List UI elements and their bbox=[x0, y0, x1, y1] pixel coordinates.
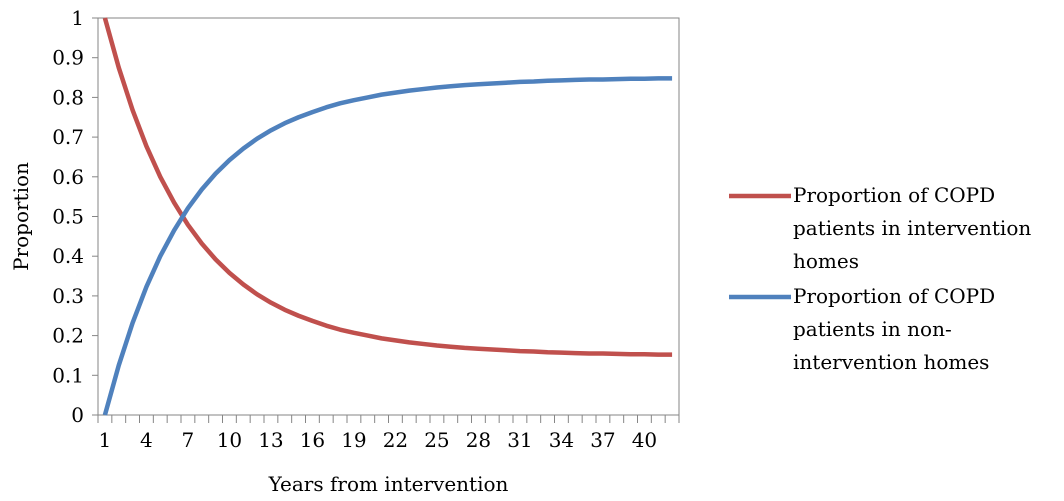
y-axis-title: Proportion bbox=[9, 162, 33, 271]
y-tick-label: 0.6 bbox=[52, 165, 84, 189]
x-tick-label: 10 bbox=[217, 428, 242, 452]
y-tick-label: 0.3 bbox=[52, 284, 84, 308]
x-tick-label: 37 bbox=[590, 428, 615, 452]
legend: Proportion of COPD patients in interventi… bbox=[729, 183, 1031, 374]
legend-label-2: intervention homes bbox=[793, 350, 989, 374]
legend-label-1: Proportion of COPD bbox=[793, 183, 995, 207]
x-tick-label: 31 bbox=[507, 428, 532, 452]
y-tick-label: 0.7 bbox=[52, 125, 84, 149]
legend-label-2: patients in non- bbox=[793, 317, 952, 341]
y-tick-label: 0.8 bbox=[52, 85, 84, 109]
y-tick-label: 0 bbox=[71, 403, 84, 427]
y-tick-label: 0.2 bbox=[52, 324, 84, 348]
x-tick-label: 7 bbox=[182, 428, 195, 452]
series-line-1 bbox=[102, 17, 673, 357]
x-tick-label: 13 bbox=[258, 428, 283, 452]
y-tick-label: 1 bbox=[71, 6, 84, 30]
x-tick-label: 1 bbox=[99, 428, 112, 452]
x-tick-label: 19 bbox=[341, 428, 366, 452]
x-tick-label: 40 bbox=[632, 428, 657, 452]
x-tick-label: 16 bbox=[300, 428, 325, 452]
x-tick-label: 28 bbox=[466, 428, 491, 452]
legend-label-1: patients in intervention bbox=[793, 216, 1031, 240]
y-tick-label: 0.5 bbox=[52, 205, 84, 229]
legend-label-2: Proportion of COPD bbox=[793, 284, 995, 308]
series-line-2 bbox=[102, 76, 673, 416]
y-tick-label: 0.1 bbox=[52, 363, 84, 387]
x-tick-label: 25 bbox=[424, 428, 449, 452]
x-tick-label: 34 bbox=[549, 428, 574, 452]
legend-label-1: homes bbox=[793, 249, 859, 273]
x-tick-label: 22 bbox=[383, 428, 408, 452]
axes: 0 0.1 0.2 0.3 0.4 0.5 0.6 0.7 0.8 0.9 1 1 4 7 10 13 16 19… bbox=[52, 6, 680, 452]
y-tick-label: 0.9 bbox=[52, 46, 84, 70]
x-tick-label: 4 bbox=[140, 428, 153, 452]
x-axis-title: Years from intervention bbox=[268, 472, 509, 496]
y-tick-label: 0.4 bbox=[52, 244, 84, 268]
series-layer bbox=[102, 17, 673, 416]
